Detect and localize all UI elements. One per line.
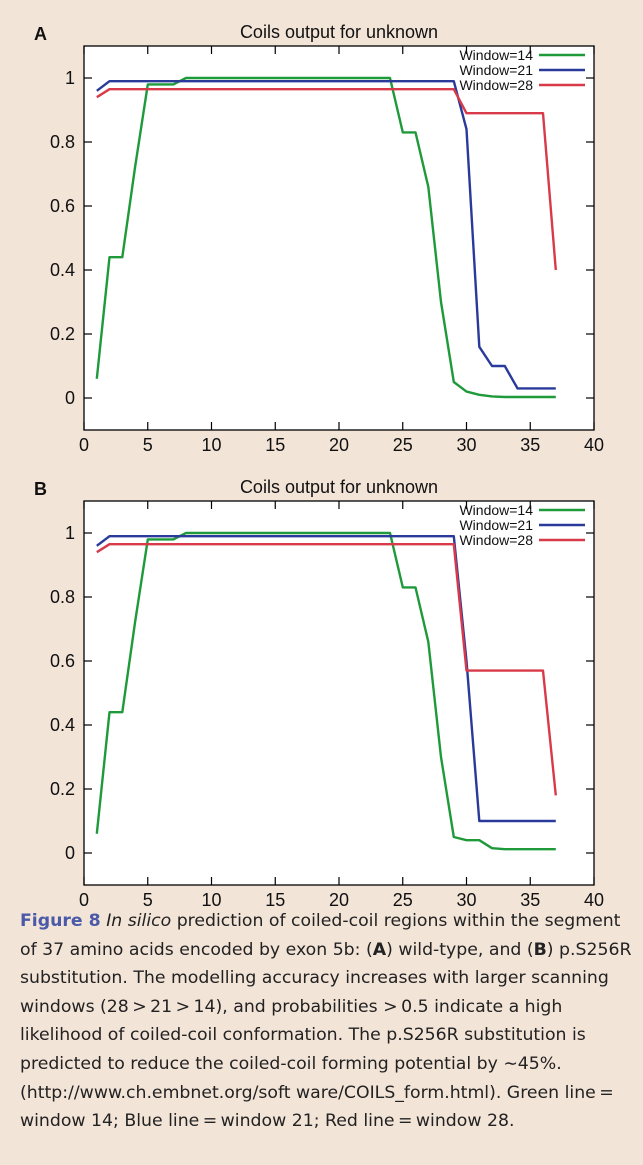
x-tick-label: 25 [393, 435, 413, 455]
x-tick-label: 40 [584, 435, 604, 455]
y-tick-label: 0 [65, 388, 75, 408]
y-tick-label: 1 [65, 523, 75, 543]
legend-label: Window=14 [459, 502, 533, 518]
y-tick-label: 0.8 [50, 132, 75, 152]
plot-area [84, 501, 594, 885]
y-tick-label: 0.6 [50, 651, 75, 671]
x-tick-label: 25 [393, 890, 413, 910]
panel-label: B [34, 479, 47, 499]
x-tick-label: 30 [456, 890, 476, 910]
y-tick-label: 0.6 [50, 196, 75, 216]
x-tick-label: 20 [329, 435, 349, 455]
x-tick-label: 20 [329, 890, 349, 910]
caption-text: In silico prediction of coiled-coil regi… [20, 911, 631, 1131]
caption-part: ) p.S256R substitution. The modelling ac… [20, 939, 632, 1132]
x-tick-label: 5 [143, 435, 153, 455]
caption-part: In silico [106, 911, 172, 931]
x-tick-label: 10 [201, 890, 221, 910]
y-tick-label: 0.4 [50, 715, 75, 735]
y-tick-label: 0.2 [50, 324, 75, 344]
caption-part: A [372, 939, 387, 960]
series-line-1 [95, 76, 556, 399]
series-line-1 [95, 531, 556, 851]
caption-part: prediction of coiled-coil regions within… [20, 911, 621, 960]
chart-title: Coils output for unknown [240, 477, 438, 497]
x-tick-label: 0 [79, 435, 89, 455]
panel-label: A [34, 24, 47, 44]
series-line-3 [96, 542, 557, 796]
x-tick-label: 10 [201, 435, 221, 455]
y-tick-label: 0 [65, 843, 75, 863]
x-tick-label: 5 [143, 890, 153, 910]
x-tick-label: 0 [79, 890, 89, 910]
legend-label: Window=28 [459, 77, 533, 93]
x-tick-label: 15 [265, 435, 285, 455]
x-tick-label: 15 [265, 890, 285, 910]
chart-title: Coils output for unknown [240, 22, 438, 42]
legend-label: Window=21 [459, 62, 533, 78]
legend-label: Window=14 [459, 47, 533, 63]
legend-label: Window=21 [459, 517, 533, 533]
y-tick-label: 0.8 [50, 587, 75, 607]
y-tick-label: 0.2 [50, 779, 75, 799]
figure-label: Figure 8 [20, 911, 101, 931]
series-line-3 [96, 87, 557, 271]
y-tick-label: 1 [65, 68, 75, 88]
caption-part: ) wild-type, and ( [386, 939, 534, 960]
y-tick-label: 0.4 [50, 260, 75, 280]
figure-caption: Figure 8 In silico prediction of coiled-… [20, 907, 632, 1136]
x-tick-label: 30 [456, 435, 476, 455]
plot-area [84, 46, 594, 430]
x-tick-label: 35 [520, 435, 540, 455]
series-line-2 [96, 79, 556, 390]
legend-label: Window=28 [459, 532, 533, 548]
caption-part: B [533, 939, 547, 960]
x-tick-label: 40 [584, 890, 604, 910]
x-tick-label: 35 [520, 890, 540, 910]
series-line-2 [96, 534, 556, 823]
